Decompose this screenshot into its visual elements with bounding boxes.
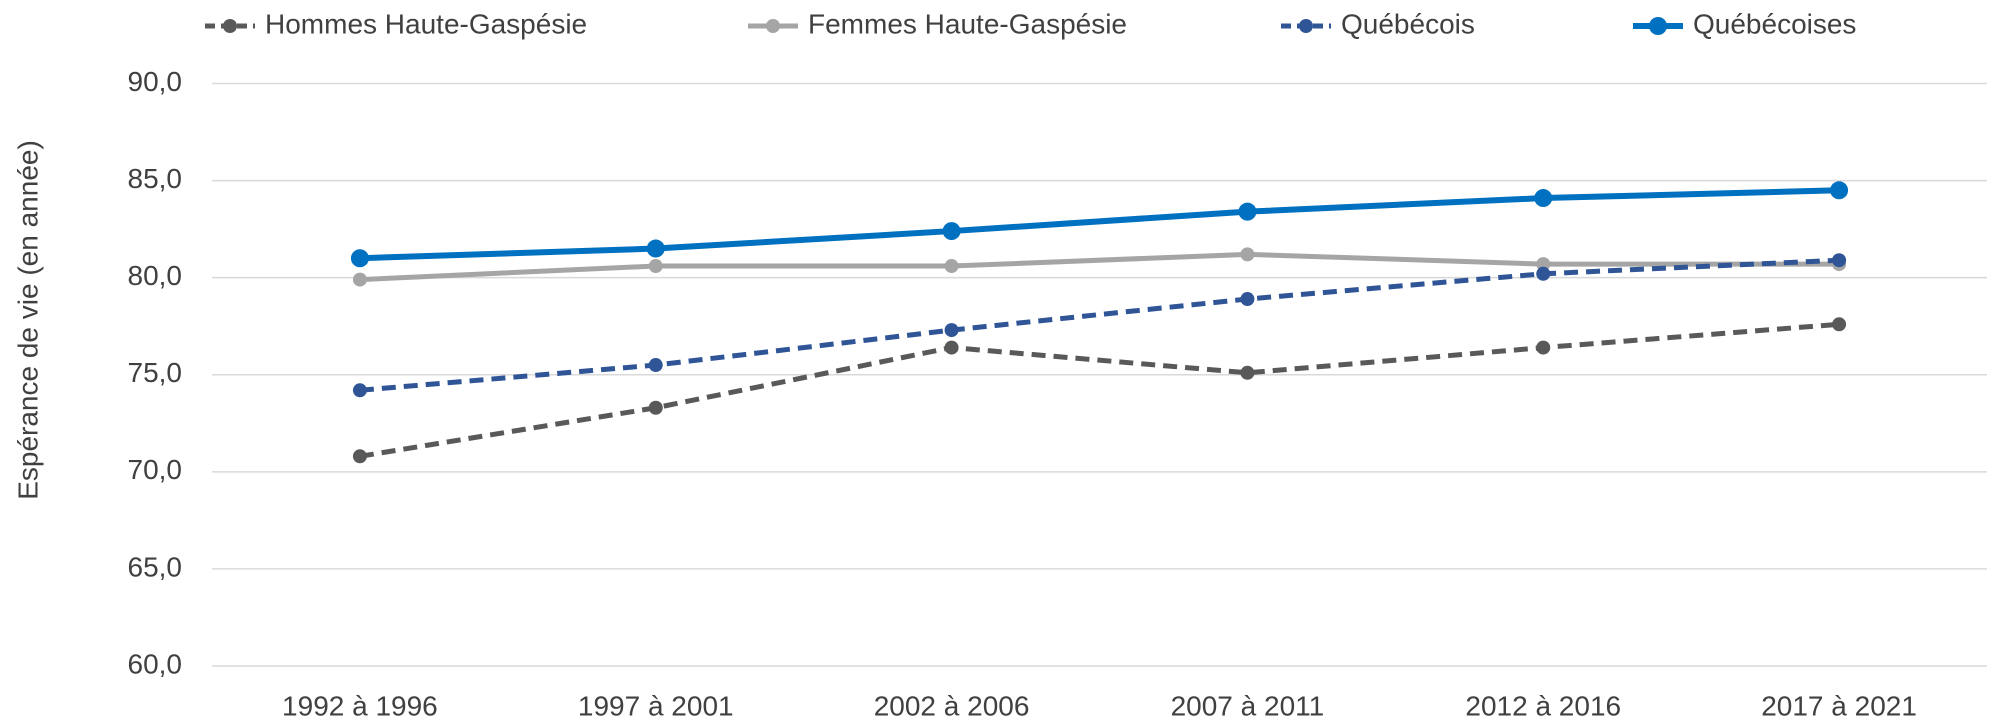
x-tick-label: 2002 à 2006 [874,690,1030,721]
data-point [942,222,961,241]
y-tick-label: 70,0 [128,454,183,485]
x-tick-label: 1992 à 1996 [282,690,438,721]
x-tick-label: 2012 à 2016 [1465,690,1621,721]
data-point [1832,317,1847,332]
legend-label: Hommes Haute-Gaspésie [265,8,587,39]
data-point [352,449,367,464]
y-tick-label: 75,0 [128,357,183,388]
data-point [1536,340,1551,355]
data-point [350,249,369,268]
data-point [1240,365,1255,380]
data-point [352,272,367,287]
legend-marker [223,19,237,33]
data-point [352,383,367,398]
series-line [359,251,1840,283]
data-point [646,239,665,258]
data-point [648,259,663,274]
y-tick-label: 80,0 [128,260,183,291]
legend-label: Québécoises [1693,8,1856,39]
series-line [359,187,1840,262]
data-point [1240,292,1255,307]
series-line [359,257,1840,393]
data-point [1534,189,1553,208]
legend-marker [766,19,780,33]
x-tick-label: 1997 à 2001 [578,690,734,721]
legend-label: Québécois [1341,8,1475,39]
data-point [1536,266,1551,281]
data-point [1832,253,1847,268]
y-tick-label: 60,0 [128,648,183,679]
legend-marker [1649,17,1667,35]
x-tick-label: 2007 à 2011 [1171,690,1325,721]
data-point [1536,257,1551,272]
data-point [1238,202,1257,221]
series-line [359,321,1840,459]
data-point [944,323,959,338]
data-point [648,358,663,373]
y-tick-label: 65,0 [128,551,183,582]
y-tick-label: 85,0 [128,163,183,194]
data-point [1830,181,1849,200]
data-point [944,340,959,355]
y-axis-label: Espérance de vie (en année) [12,140,43,500]
data-point [648,400,663,415]
data-point [1240,247,1255,262]
data-point [944,259,959,274]
legend-label: Femmes Haute-Gaspésie [808,8,1127,39]
x-tick-label: 2017 à 2021 [1761,690,1917,721]
y-tick-label: 90,0 [128,66,183,97]
legend-marker [1299,19,1313,33]
